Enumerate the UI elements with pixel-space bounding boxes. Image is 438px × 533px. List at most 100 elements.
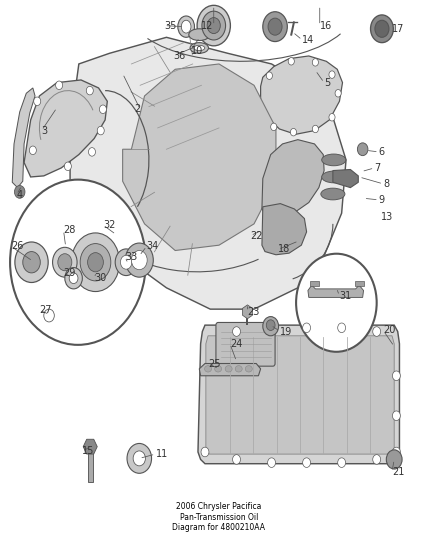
Circle shape: [303, 458, 311, 467]
Circle shape: [268, 323, 276, 333]
Circle shape: [197, 5, 230, 46]
Circle shape: [329, 71, 335, 78]
Text: 27: 27: [39, 305, 52, 315]
Circle shape: [329, 114, 335, 121]
Circle shape: [233, 455, 240, 464]
Text: 29: 29: [64, 268, 76, 278]
Text: 21: 21: [392, 467, 404, 477]
Circle shape: [303, 323, 311, 333]
Circle shape: [58, 254, 72, 271]
FancyBboxPatch shape: [216, 322, 275, 366]
Ellipse shape: [321, 154, 346, 166]
Text: 3: 3: [42, 126, 48, 135]
Ellipse shape: [321, 188, 345, 200]
Ellipse shape: [189, 29, 210, 41]
Circle shape: [290, 128, 297, 136]
Circle shape: [38, 302, 60, 329]
Circle shape: [373, 455, 381, 464]
Polygon shape: [12, 88, 35, 188]
Text: 2006 Chrysler Pacifica
Pan-Transmission Oil
Diagram for 4800210AA: 2006 Chrysler Pacifica Pan-Transmission …: [173, 502, 265, 532]
Ellipse shape: [225, 366, 232, 372]
Circle shape: [386, 450, 402, 469]
Circle shape: [71, 233, 120, 292]
Text: 10: 10: [191, 46, 203, 55]
Ellipse shape: [321, 171, 346, 183]
Text: 24: 24: [230, 339, 242, 349]
Circle shape: [266, 320, 275, 330]
Circle shape: [64, 162, 71, 171]
Polygon shape: [261, 56, 343, 134]
Circle shape: [127, 443, 152, 473]
Circle shape: [88, 253, 103, 272]
Circle shape: [268, 458, 276, 467]
Ellipse shape: [371, 15, 393, 43]
Polygon shape: [206, 336, 394, 454]
Circle shape: [263, 317, 279, 336]
Text: 11: 11: [155, 449, 168, 459]
Text: 9: 9: [379, 195, 385, 205]
Circle shape: [207, 18, 220, 34]
Circle shape: [86, 86, 93, 95]
Text: 20: 20: [383, 326, 396, 335]
Circle shape: [271, 123, 277, 131]
Text: 7: 7: [374, 163, 381, 173]
Polygon shape: [24, 80, 107, 177]
Polygon shape: [355, 281, 364, 286]
Circle shape: [266, 72, 272, 79]
Text: 17: 17: [392, 25, 404, 34]
Circle shape: [115, 249, 137, 276]
Ellipse shape: [194, 45, 205, 51]
Circle shape: [69, 273, 78, 284]
Circle shape: [288, 58, 294, 65]
Polygon shape: [333, 169, 358, 188]
Circle shape: [373, 327, 381, 336]
Text: 2: 2: [134, 104, 140, 114]
Text: 22: 22: [251, 231, 263, 240]
Circle shape: [53, 247, 77, 277]
Circle shape: [338, 458, 346, 467]
Circle shape: [15, 242, 48, 282]
Circle shape: [10, 180, 146, 345]
Text: 5: 5: [324, 78, 330, 87]
Ellipse shape: [375, 20, 389, 37]
Circle shape: [392, 447, 400, 457]
Text: 15: 15: [82, 447, 95, 456]
Circle shape: [120, 255, 132, 269]
Circle shape: [133, 451, 145, 466]
Circle shape: [99, 105, 106, 114]
Circle shape: [131, 251, 147, 270]
Ellipse shape: [215, 366, 222, 372]
Circle shape: [65, 268, 82, 289]
Text: 19: 19: [280, 327, 293, 336]
Ellipse shape: [178, 16, 194, 37]
Text: 26: 26: [11, 241, 23, 251]
Circle shape: [335, 90, 341, 97]
Text: 32: 32: [103, 220, 115, 230]
Circle shape: [23, 252, 40, 273]
Polygon shape: [70, 37, 346, 309]
Polygon shape: [198, 325, 399, 464]
Polygon shape: [310, 281, 319, 286]
Text: 14: 14: [302, 35, 314, 45]
Text: 34: 34: [147, 241, 159, 251]
Circle shape: [357, 143, 368, 156]
Ellipse shape: [205, 366, 212, 372]
Text: 25: 25: [208, 359, 221, 368]
Text: 23: 23: [247, 307, 260, 317]
Circle shape: [125, 243, 153, 277]
Ellipse shape: [181, 20, 191, 33]
Ellipse shape: [235, 366, 242, 372]
Circle shape: [44, 309, 54, 322]
Text: 31: 31: [339, 291, 352, 301]
Text: 28: 28: [64, 225, 76, 235]
Circle shape: [338, 323, 346, 333]
Ellipse shape: [245, 366, 252, 372]
Circle shape: [392, 371, 400, 381]
Text: 6: 6: [379, 147, 385, 157]
Polygon shape: [262, 140, 324, 217]
Text: 30: 30: [94, 273, 106, 283]
Circle shape: [88, 148, 95, 156]
Circle shape: [296, 254, 377, 352]
Circle shape: [312, 125, 318, 133]
Circle shape: [201, 447, 209, 457]
